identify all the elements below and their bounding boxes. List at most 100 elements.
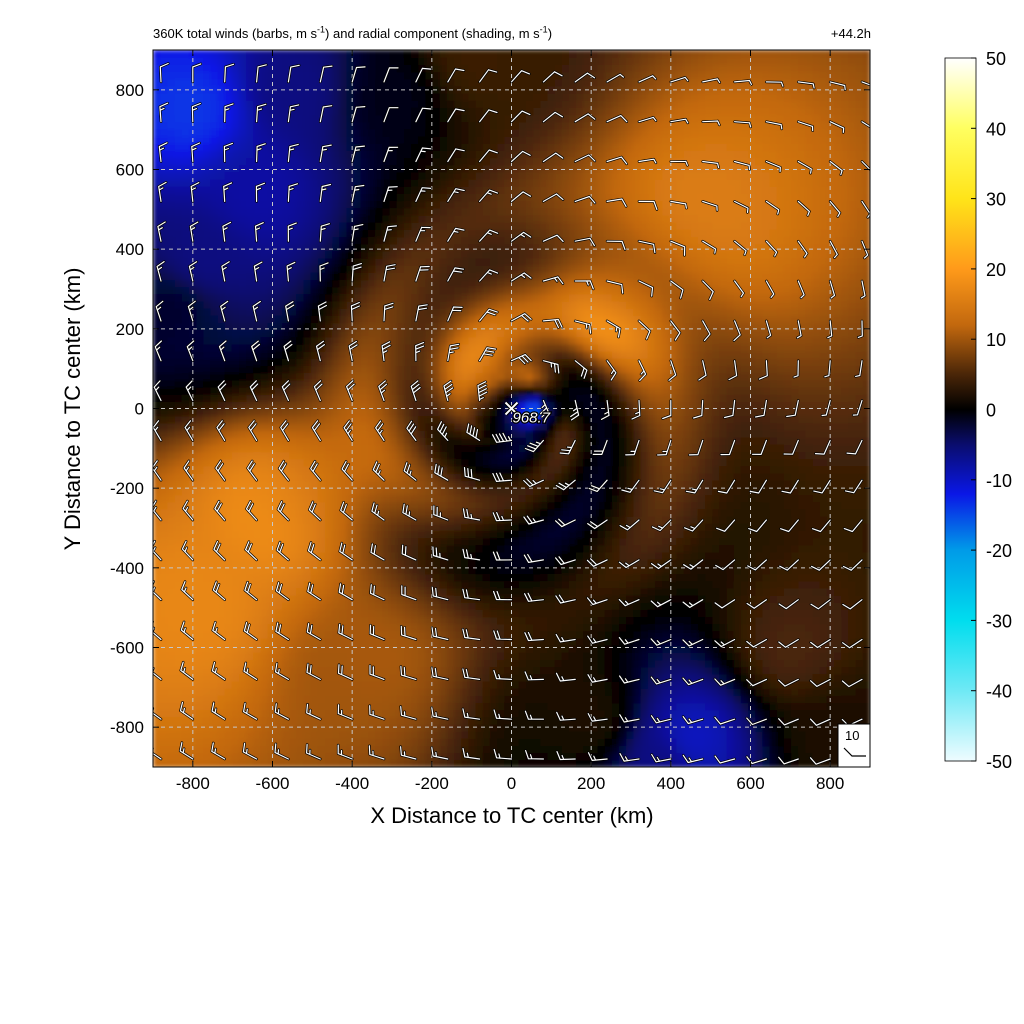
field-cell bbox=[389, 723, 398, 732]
field-cell bbox=[274, 444, 283, 453]
field-cell bbox=[167, 587, 176, 596]
field-cell bbox=[267, 723, 276, 732]
field-cell bbox=[282, 272, 290, 281]
field-cell bbox=[489, 336, 498, 345]
field-cell bbox=[196, 236, 204, 245]
field-cell bbox=[382, 136, 391, 144]
field-cell bbox=[454, 243, 462, 252]
field-cell bbox=[181, 609, 190, 618]
field-cell bbox=[260, 544, 269, 553]
field-cell bbox=[260, 551, 269, 560]
field-cell bbox=[310, 508, 319, 517]
field-cell bbox=[497, 329, 505, 338]
field-cell bbox=[368, 587, 376, 596]
field-cell bbox=[160, 516, 168, 524]
field-cell bbox=[267, 501, 276, 510]
field-cell bbox=[153, 93, 161, 101]
field-cell bbox=[353, 179, 362, 187]
field-cell bbox=[274, 300, 283, 309]
field-cell bbox=[196, 430, 204, 438]
field-cell bbox=[260, 214, 269, 223]
field-cell bbox=[153, 121, 161, 130]
field-cell bbox=[267, 508, 276, 517]
field-cell bbox=[353, 308, 362, 316]
field-cell bbox=[310, 695, 319, 704]
field-cell bbox=[368, 723, 376, 732]
field-cell bbox=[461, 702, 470, 711]
field-cell bbox=[432, 394, 441, 402]
field-cell bbox=[239, 372, 247, 381]
field-cell bbox=[282, 322, 290, 331]
field-cell bbox=[497, 179, 505, 187]
field-cell bbox=[274, 516, 283, 524]
field-cell bbox=[346, 465, 355, 474]
field-cell bbox=[181, 451, 190, 460]
field-cell bbox=[317, 559, 326, 567]
field-cell bbox=[375, 222, 384, 230]
field-cell bbox=[482, 315, 491, 324]
field-cell bbox=[181, 523, 190, 531]
field-cell bbox=[375, 716, 384, 725]
field-cell bbox=[289, 623, 297, 632]
field-cell bbox=[188, 308, 197, 316]
field-cell bbox=[224, 731, 233, 739]
field-cell bbox=[153, 164, 161, 173]
field-cell bbox=[446, 695, 455, 704]
field-cell bbox=[382, 537, 391, 546]
field-cell bbox=[382, 121, 391, 130]
field-cell bbox=[167, 465, 176, 474]
field-cell bbox=[360, 214, 369, 223]
field-cell bbox=[181, 164, 190, 173]
field-cell bbox=[339, 351, 348, 359]
field-cell bbox=[353, 616, 362, 625]
field-cell bbox=[382, 609, 391, 618]
field-cell bbox=[432, 616, 441, 625]
field-cell bbox=[217, 193, 226, 202]
field-cell bbox=[339, 136, 348, 144]
field-cell bbox=[432, 602, 441, 610]
field-cell bbox=[174, 573, 183, 582]
field-cell bbox=[482, 93, 491, 101]
field-cell bbox=[282, 680, 290, 689]
field-cell bbox=[439, 587, 448, 596]
field-cell bbox=[253, 473, 262, 481]
field-cell bbox=[332, 487, 341, 496]
field-cell bbox=[389, 207, 398, 216]
field-cell bbox=[489, 236, 498, 245]
field-cell bbox=[332, 630, 341, 639]
field-cell bbox=[396, 279, 405, 288]
field-cell bbox=[289, 358, 297, 367]
field-cell bbox=[432, 458, 441, 467]
field-cell bbox=[468, 637, 477, 646]
field-cell bbox=[425, 551, 434, 560]
field-cell bbox=[196, 516, 204, 524]
field-cell bbox=[468, 100, 477, 108]
field-cell bbox=[325, 257, 333, 266]
field-cell bbox=[246, 293, 254, 302]
field-cell bbox=[497, 709, 505, 718]
field-cell bbox=[353, 322, 362, 331]
field-cell bbox=[418, 308, 427, 316]
field-cell bbox=[339, 688, 348, 696]
field-cell bbox=[339, 695, 348, 704]
field-cell bbox=[504, 738, 513, 747]
field-cell bbox=[303, 551, 312, 560]
field-cell bbox=[418, 422, 427, 431]
field-cell bbox=[274, 372, 283, 381]
field-cell bbox=[196, 279, 204, 288]
field-cell bbox=[246, 50, 254, 58]
field-cell bbox=[489, 566, 498, 575]
field-cell bbox=[425, 637, 434, 646]
field-cell bbox=[497, 100, 505, 108]
field-cell bbox=[468, 645, 477, 653]
field-cell bbox=[454, 580, 462, 589]
field-cell bbox=[325, 480, 333, 488]
field-cell bbox=[181, 666, 190, 675]
field-cell bbox=[260, 645, 269, 653]
field-cell bbox=[375, 57, 384, 65]
field-cell bbox=[253, 257, 262, 266]
field-cell bbox=[475, 623, 484, 632]
field-cell bbox=[325, 709, 333, 718]
field-cell bbox=[332, 394, 341, 402]
field-cell bbox=[231, 207, 240, 216]
